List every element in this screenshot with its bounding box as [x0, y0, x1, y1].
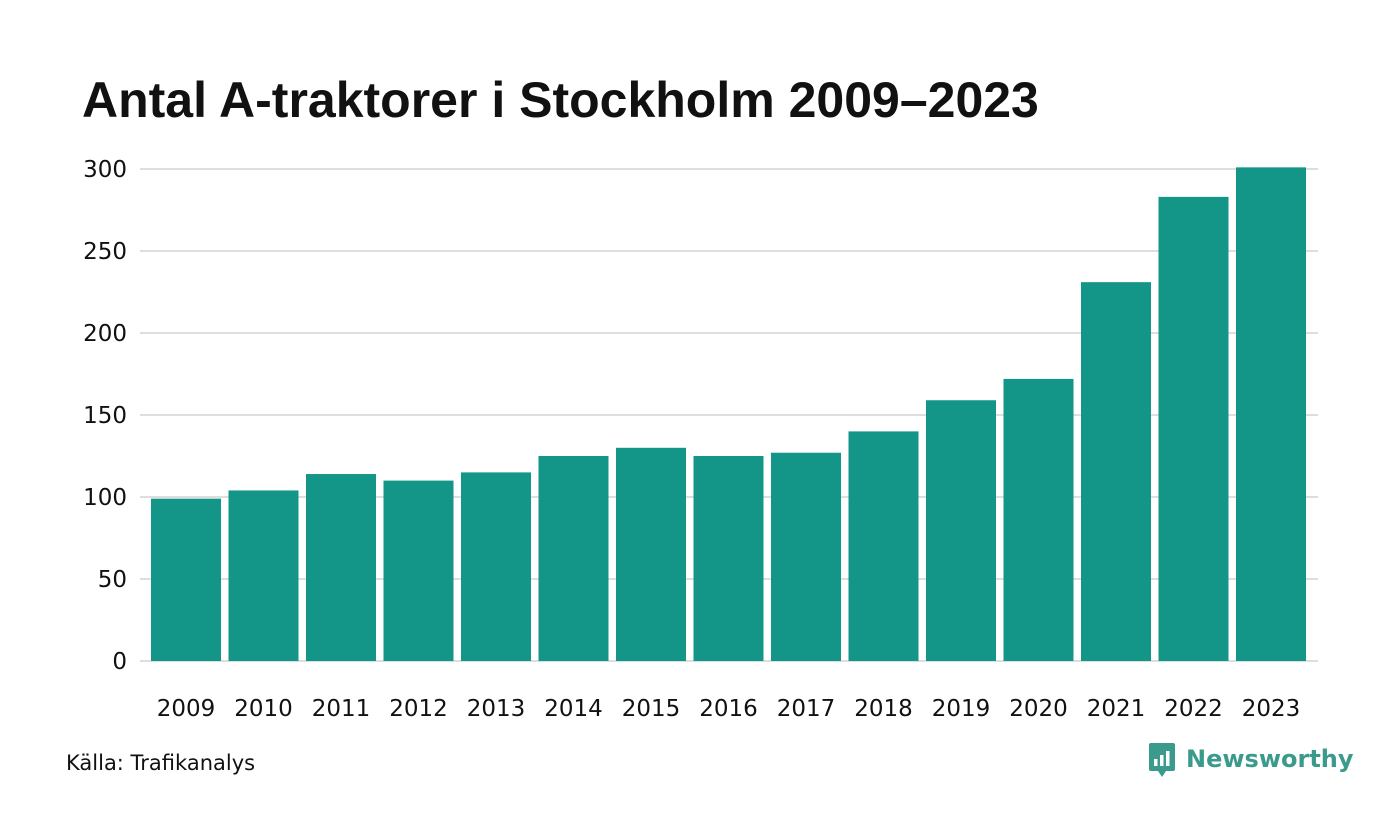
- x-tick-label-2017: 2017: [777, 696, 836, 722]
- x-tick-label-2010: 2010: [234, 696, 293, 722]
- bar-2020[interactable]: 2020: 172: [1003, 378, 1074, 661]
- x-tick-label-2011: 2011: [312, 696, 371, 722]
- bar-2023[interactable]: 2023: 301: [1236, 167, 1306, 662]
- bar-2017[interactable]: 2017: 127: [771, 452, 841, 661]
- y-tick-label-50: 50: [98, 567, 127, 593]
- bar-2015[interactable]: 2015: 130: [616, 447, 686, 661]
- newsworthy-logo[interactable]: Newsworthy: [1148, 742, 1354, 782]
- y-tick-label-200: 200: [83, 321, 127, 347]
- bar-2009[interactable]: 2009: 99: [151, 498, 221, 661]
- bar-2021[interactable]: 2021: 231: [1081, 282, 1151, 661]
- source-note: Källa: Trafikanalys: [66, 751, 256, 775]
- bar-2019[interactable]: 2019: 159: [926, 400, 996, 661]
- y-tick-label-100: 100: [83, 485, 127, 511]
- bar-2010[interactable]: 2010: 104: [228, 490, 299, 661]
- x-tick-label-2018: 2018: [854, 696, 913, 722]
- bars: 2009: 992010: 1042011: 1142012: 1102013:…: [151, 167, 1306, 662]
- y-tick-label-0: 0: [112, 649, 127, 675]
- bar-2016[interactable]: 2016: 125: [693, 456, 764, 661]
- x-tick-label-2012: 2012: [389, 696, 448, 722]
- y-tick-label-300: 300: [83, 157, 127, 183]
- x-tick-label-2013: 2013: [467, 696, 526, 722]
- y-tick-label-150: 150: [83, 403, 127, 429]
- x-tick-label-2022: 2022: [1164, 696, 1223, 722]
- bar-chart-speech-bubble-icon: [1149, 743, 1175, 777]
- x-tick-label-2020: 2020: [1009, 696, 1068, 722]
- bar-2012[interactable]: 2012: 110: [383, 480, 454, 661]
- x-tick-label-2023: 2023: [1242, 696, 1301, 722]
- bar-2022[interactable]: 2022: 283: [1158, 196, 1229, 661]
- x-tick-label-2015: 2015: [622, 696, 681, 722]
- x-tick-label-2021: 2021: [1087, 696, 1146, 722]
- y-tick-label-250: 250: [83, 239, 127, 265]
- x-tick-label-2016: 2016: [699, 696, 758, 722]
- chart-title: Antal A-traktorer i Stockholm 2009–2023: [82, 72, 1039, 128]
- brand-name: Newsworthy: [1186, 745, 1354, 773]
- bar-2011[interactable]: 2011: 114: [306, 474, 376, 661]
- bar-2014[interactable]: 2014: 125: [538, 456, 609, 661]
- x-tick-label-2019: 2019: [932, 696, 991, 722]
- bar-2018[interactable]: 2018: 140: [848, 431, 919, 661]
- x-axis-tick-labels: 2009 2010 2011 2012 2013 2014 2015 2016 2017 2018…: [157, 696, 1301, 722]
- y-axis-tick-labels: 0 50 100 150 200 250 300: [83, 157, 127, 675]
- x-tick-label-2009: 2009: [157, 696, 216, 722]
- x-tick-label-2014: 2014: [544, 696, 603, 722]
- bar-2013[interactable]: 2013: 115: [461, 472, 531, 661]
